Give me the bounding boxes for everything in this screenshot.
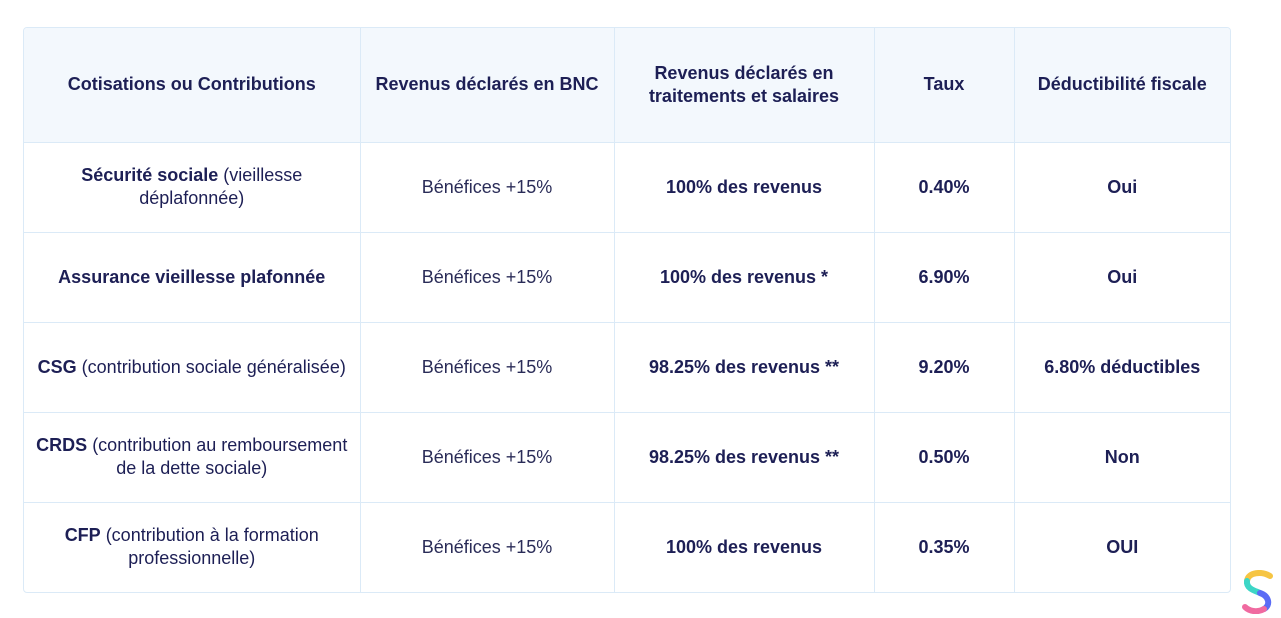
rate-value: 0.35% [874,502,1015,592]
table-header-row: Cotisations ou Contributions Revenus déc… [24,28,1230,143]
rate-value: 9.20% [874,322,1015,413]
contributions-table-container: Cotisations ou Contributions Revenus déc… [23,27,1231,593]
contribution-name-bold: CFP [64,525,101,546]
contribution-name-bold: Assurance vieillesse plafonnée [58,266,326,287]
contribution-name-detail: (contribution au remboursement de la det… [87,435,348,478]
contribution-name: Assurance vieillesse plafonnée [24,232,361,323]
bnc-base: Bénéfices +15% [360,412,615,503]
deductibility-value: Oui [1014,142,1230,233]
table-row: CSG (contribution sociale généralisée) B… [24,322,1230,413]
rate-value: 0.50% [874,412,1015,503]
header-tax-deductibility: Déductibilité fiscale [1014,28,1230,143]
contribution-name-detail: (contribution à la formation professionn… [100,525,319,569]
contribution-name: CSG (contribution sociale généralisée) [24,322,361,413]
rate-value: 0.40% [874,142,1015,233]
contribution-name-bold: CRDS [36,435,88,455]
table-row: CRDS (contribution au remboursement de l… [24,412,1230,503]
deductibility-value: Non [1014,412,1230,503]
brand-s-logo-icon [1242,570,1273,614]
header-salary-income: Revenus déclarés en traitements et salai… [614,28,875,143]
header-bnc-income: Revenus déclarés en BNC [360,28,615,143]
rate-value: 6.90% [874,232,1015,323]
bnc-base: Bénéfices +15% [360,232,615,323]
header-rate: Taux [874,28,1015,143]
contribution-name: CFP (contribution à la formation profess… [24,502,361,592]
header-contributions: Cotisations ou Contributions [24,28,361,143]
contribution-name: Sécurité sociale (vieillesse déplafonnée… [24,142,361,233]
contribution-name-bold: CSG [37,356,77,377]
contribution-name-bold: Sécurité sociale [81,165,219,185]
contribution-name-detail: (contribution sociale généralisée) [76,356,346,377]
table-row: CFP (contribution à la formation profess… [24,502,1230,592]
contribution-name: CRDS (contribution au remboursement de l… [24,412,361,503]
deductibility-value: 6.80% déductibles [1014,322,1230,413]
salary-base: 100% des revenus [614,142,875,233]
table-row: Sécurité sociale (vieillesse déplafonnée… [24,142,1230,233]
contribution-name-detail: (vieillesse déplafonnée) [139,165,303,208]
salary-base: 98.25% des revenus ** [614,412,875,503]
table-row: Assurance vieillesse plafonnée Bénéfices… [24,232,1230,323]
salary-base: 100% des revenus * [614,232,875,323]
bnc-base: Bénéfices +15% [360,142,615,233]
contributions-table: Cotisations ou Contributions Revenus déc… [24,28,1230,592]
bnc-base: Bénéfices +15% [360,502,615,592]
deductibility-value: OUI [1106,536,1139,557]
deductibility-value: Oui [1014,232,1230,323]
salary-base: 100% des revenus [614,502,875,592]
salary-base: 98.25% des revenus ** [614,322,875,413]
bnc-base: Bénéfices +15% [360,322,615,413]
